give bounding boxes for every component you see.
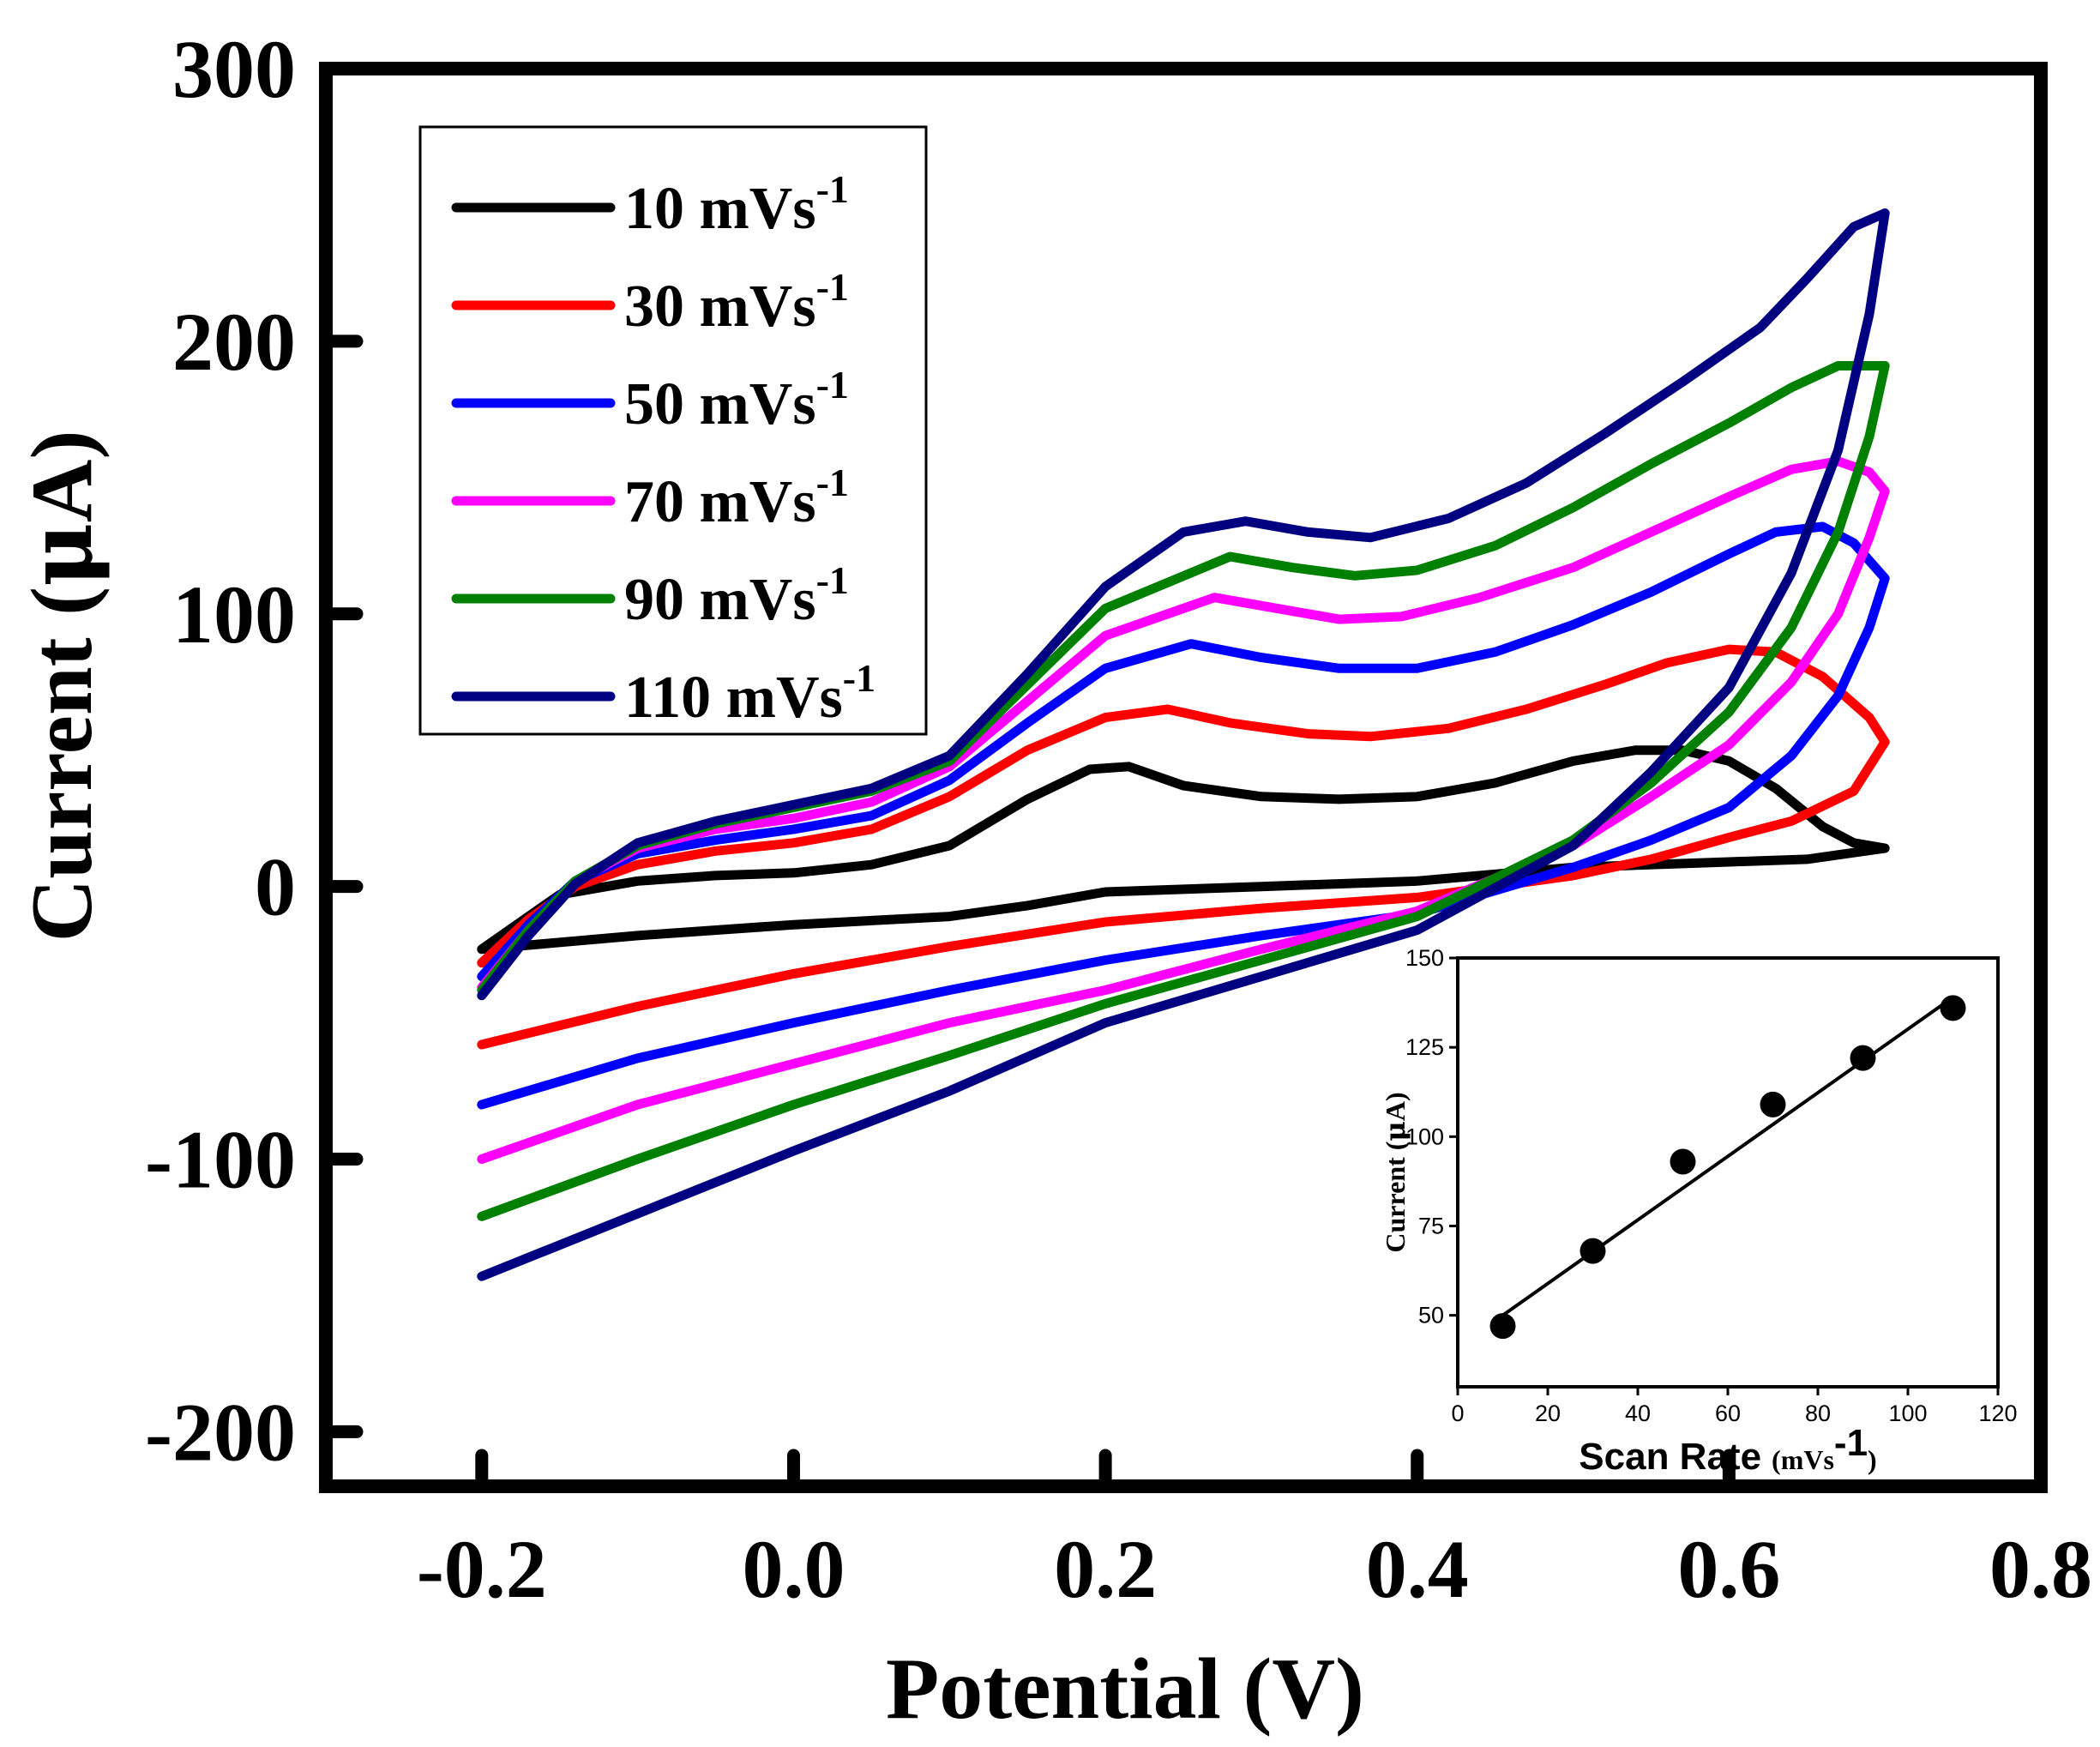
legend-label-text: 110 mVs <box>624 665 843 731</box>
legend-label: 90 mVs-1 <box>624 558 849 633</box>
y-tick-label: 200 <box>172 296 296 388</box>
inset-data-point <box>1940 995 1966 1021</box>
cv-curve-110-mvs <box>477 208 1890 1281</box>
legend-items: 10 mVs-130 mVs-150 mVs-170 mVs-190 mVs-1… <box>451 167 876 731</box>
legend: 10 mVs-130 mVs-150 mVs-170 mVs-190 mVs-1… <box>418 125 928 736</box>
legend-frame <box>418 125 928 736</box>
inset-marks <box>1489 995 1966 1340</box>
inset-data-point <box>1760 1091 1786 1117</box>
main-x-axis-title: Potential (V) <box>886 1641 1364 1738</box>
legend-label-superscript: -1 <box>816 167 849 211</box>
legend-label: 110 mVs-1 <box>624 656 876 731</box>
legend-label-superscript: -1 <box>843 656 876 700</box>
legend-label-text: 70 mVs <box>624 469 816 535</box>
inset-data-point <box>1670 1148 1696 1175</box>
x-tick-label: 0.0 <box>742 1523 845 1615</box>
x-tick-label: 0.4 <box>1366 1523 1469 1615</box>
x-tick-label: 0.2 <box>1054 1523 1157 1615</box>
legend-label-text: 10 mVs <box>624 176 816 242</box>
legend-label-text: 90 mVs <box>624 567 816 633</box>
inset-x-axis-title: Scan Rate (mVs-1) <box>1579 1422 1876 1478</box>
main-series <box>477 208 1890 1281</box>
x-tick-label: 0.6 <box>1677 1523 1780 1615</box>
legend-label: 10 mVs-1 <box>624 167 849 242</box>
inset-y-tick-label: 125 <box>1405 1034 1444 1060</box>
inset-y-tick-label: 75 <box>1418 1214 1444 1239</box>
cv-curve-70-mvs <box>477 456 1890 1164</box>
inset-x-tick-label: 80 <box>1805 1401 1831 1426</box>
cv-curve-30-mvs <box>477 644 1890 1050</box>
mu-symbol: μ <box>9 522 112 587</box>
legend-label: 70 mVs-1 <box>624 461 849 535</box>
x-tick-label: -0.2 <box>417 1523 547 1615</box>
inset-y-tick-label: 150 <box>1405 945 1444 971</box>
legend-label-superscript: -1 <box>816 558 849 602</box>
inset-x-tick-label: 40 <box>1625 1401 1651 1426</box>
inset-data-point <box>1850 1045 1876 1071</box>
y-tick-label: -100 <box>145 1114 296 1206</box>
legend-label-superscript: -1 <box>816 265 849 309</box>
legend-label: 30 mVs-1 <box>624 265 849 340</box>
y-tick-label: -200 <box>145 1386 296 1478</box>
y-tick-label: 300 <box>172 23 296 115</box>
inset-x-tick-label: 20 <box>1535 1401 1561 1426</box>
y-tick-label: 100 <box>172 569 296 660</box>
main-plot-frame <box>319 62 2048 1493</box>
inset-chart: 0 20 40 60 80 100 120 50 75 100 125 150 Current (μA… <box>1379 945 2018 1478</box>
legend-label-superscript: -1 <box>816 461 849 504</box>
legend-label-text: 30 mVs <box>624 274 816 340</box>
inset-plot-frame <box>1456 956 2000 1389</box>
inset-x-tick-label: 60 <box>1715 1401 1741 1426</box>
inset-x-tick-label: 100 <box>1888 1401 1927 1426</box>
inset-data-point <box>1580 1238 1606 1264</box>
inset-y-tick-label: 100 <box>1405 1124 1444 1149</box>
inset-y-tick-label: 50 <box>1418 1303 1444 1328</box>
x-tick-label: 0.8 <box>1989 1523 2092 1615</box>
inset-fit-line <box>1501 996 1954 1317</box>
inset-data-point <box>1489 1313 1516 1340</box>
y-tick-label: 0 <box>255 841 296 933</box>
cv-curve-10-mvs <box>477 745 1890 955</box>
inset-y-axis-title: Current (μA) <box>1379 1092 1411 1252</box>
inset-mu-symbol: μ <box>1379 1121 1411 1141</box>
inset-x-tick-label: 120 <box>1978 1401 2017 1426</box>
main-y-axis-title: Current (μA) <box>9 431 112 943</box>
legend-label-superscript: -1 <box>816 363 849 407</box>
legend-label: 50 mVs-1 <box>624 363 849 437</box>
inset-tick-labels: 0 20 40 60 80 100 120 50 75 100 125 150 <box>1405 945 2018 1426</box>
inset-x-tick-label: 0 <box>1451 1401 1464 1426</box>
legend-label-text: 50 mVs <box>624 371 816 437</box>
